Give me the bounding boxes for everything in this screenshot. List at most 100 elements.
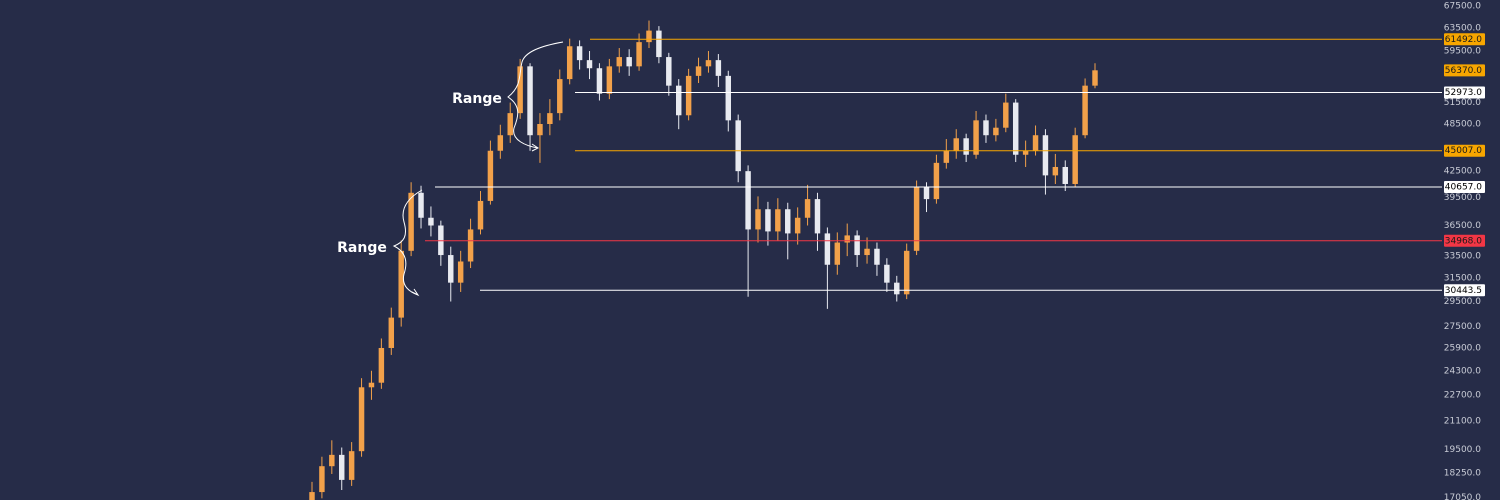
candle-body: [388, 317, 395, 348]
y-tick-label: 63500.0: [1444, 23, 1481, 33]
price-label: 52973.0: [1445, 88, 1482, 98]
candle-body: [358, 387, 365, 452]
candle-body: [963, 138, 969, 155]
y-tick-label: 18250.0: [1444, 468, 1481, 478]
candle-body: [705, 60, 712, 67]
candle-body: [547, 113, 553, 125]
y-tick-label: 22700.0: [1444, 391, 1481, 401]
candle-body: [953, 138, 959, 151]
price-label: 56370.0: [1445, 66, 1482, 76]
y-tick-label: 48500.0: [1444, 120, 1481, 130]
candle-body: [993, 127, 999, 136]
candle-body: [894, 282, 900, 295]
candle-body: [557, 79, 563, 114]
y-tick-label: 36500.0: [1444, 221, 1481, 231]
candle-body: [1032, 135, 1039, 151]
candle-body: [527, 66, 533, 136]
plot-area: [309, 20, 1442, 500]
candle-body: [973, 120, 979, 155]
candle-body: [378, 347, 385, 383]
candle-body: [725, 75, 732, 121]
candle-body: [794, 217, 801, 234]
candle-body: [309, 492, 315, 500]
price-label-box: [1444, 33, 1485, 46]
price-label: 30443.5: [1445, 286, 1482, 296]
candle-body: [586, 60, 593, 69]
price-label-box: [1444, 64, 1485, 77]
candle-body: [656, 30, 662, 58]
candle-body: [666, 57, 672, 86]
candle-body: [745, 171, 751, 230]
candle-body: [339, 454, 345, 480]
y-tick-label: 29500.0: [1444, 297, 1481, 307]
candle-body: [319, 466, 325, 493]
price-label-box: [1444, 180, 1485, 193]
price-label: 45007.0: [1445, 146, 1482, 156]
candle-body: [903, 250, 910, 295]
range-arrow: [411, 288, 420, 297]
candle-body: [1022, 150, 1029, 155]
candle-body: [913, 187, 920, 251]
price-label-box: [1444, 284, 1485, 297]
candle-body: [596, 68, 603, 94]
candle-body: [1042, 135, 1049, 176]
candle-body: [576, 46, 583, 61]
y-tick-label: 17050.0: [1444, 493, 1481, 500]
y-tick-label: 19500.0: [1444, 445, 1481, 455]
candle-body: [814, 199, 821, 234]
candle-body: [983, 120, 989, 136]
candle-body: [606, 66, 613, 94]
annotation: Range: [452, 91, 502, 107]
y-tick-label: 33500.0: [1444, 252, 1481, 262]
candle-body: [864, 248, 870, 256]
candle-body: [537, 124, 543, 136]
y-tick-label: 31500.0: [1444, 274, 1481, 284]
candle-body: [715, 60, 722, 76]
y-tick-label: 67500.0: [1444, 1, 1481, 11]
candle-body: [775, 209, 781, 232]
candle-body: [398, 250, 404, 318]
candle-body: [1092, 70, 1098, 86]
candle-body: [943, 150, 950, 163]
candle-body: [329, 454, 335, 467]
price-label: 40657.0: [1445, 182, 1482, 192]
y-tick-label: 42500.0: [1444, 167, 1481, 177]
candle-body: [348, 451, 355, 480]
candle-body: [1012, 102, 1019, 155]
price-label-box: [1444, 234, 1485, 247]
candle-body: [477, 200, 484, 230]
candle-body: [834, 242, 841, 265]
y-tick-label: 25900.0: [1444, 343, 1481, 353]
range-brace: [507, 41, 564, 149]
candle-body: [804, 199, 811, 218]
candle-body: [933, 162, 940, 200]
candle-body: [675, 85, 682, 116]
candle-body: [1082, 85, 1088, 136]
candle-body: [616, 57, 622, 67]
range-brace: [392, 189, 423, 296]
y-tick-label: 59500.0: [1444, 47, 1481, 57]
candle-body: [517, 66, 523, 114]
candle-body: [507, 113, 513, 136]
candle-body: [566, 46, 573, 80]
candle-body: [844, 235, 850, 243]
y-tick-label: 21100.0: [1444, 417, 1481, 427]
range-arrow: [531, 143, 539, 152]
price-label-box: [1444, 144, 1485, 157]
candle-body: [418, 192, 424, 218]
candle-body: [487, 150, 494, 201]
candle-body: [1052, 166, 1059, 176]
candle-body: [626, 57, 632, 67]
price-label: 34968.0: [1445, 236, 1482, 246]
candle-body: [1072, 135, 1078, 184]
y-tick-label: 39500.0: [1444, 193, 1481, 203]
candle-body: [497, 135, 504, 151]
candle-body: [448, 255, 454, 283]
candle-body: [785, 209, 791, 234]
y-tick-label: 24300.0: [1444, 366, 1481, 376]
candle-body: [467, 229, 474, 262]
candle-body: [1062, 166, 1068, 184]
